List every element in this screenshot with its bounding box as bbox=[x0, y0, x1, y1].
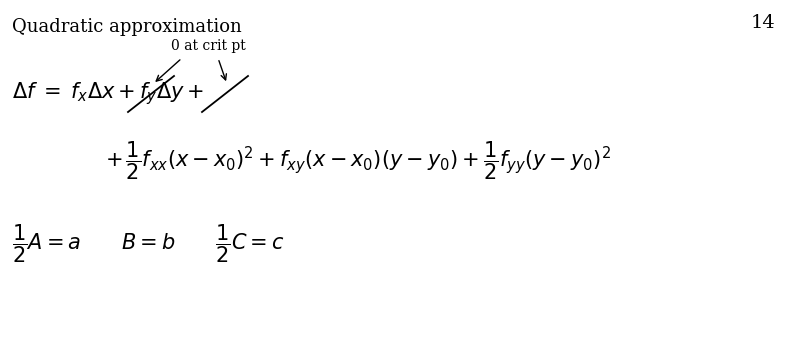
Text: 14: 14 bbox=[750, 14, 775, 32]
Text: 0 at crit pt: 0 at crit pt bbox=[170, 39, 246, 53]
Text: $\Delta f \;=\; f_x\Delta x + f_y\Delta y +$: $\Delta f \;=\; f_x\Delta x + f_y\Delta … bbox=[12, 80, 204, 108]
Text: Quadratic approximation: Quadratic approximation bbox=[12, 18, 242, 36]
Text: $\dfrac{1}{2}A = a \qquad B = b \qquad \dfrac{1}{2}C = c$: $\dfrac{1}{2}A = a \qquad B = b \qquad \… bbox=[12, 223, 284, 265]
Text: $+\,\dfrac{1}{2}f_{xx}(x-x_0)^2 + f_{xy}(x-x_0)(y-y_0) + \dfrac{1}{2}f_{yy}(y-y_: $+\,\dfrac{1}{2}f_{xx}(x-x_0)^2 + f_{xy}… bbox=[105, 140, 611, 182]
